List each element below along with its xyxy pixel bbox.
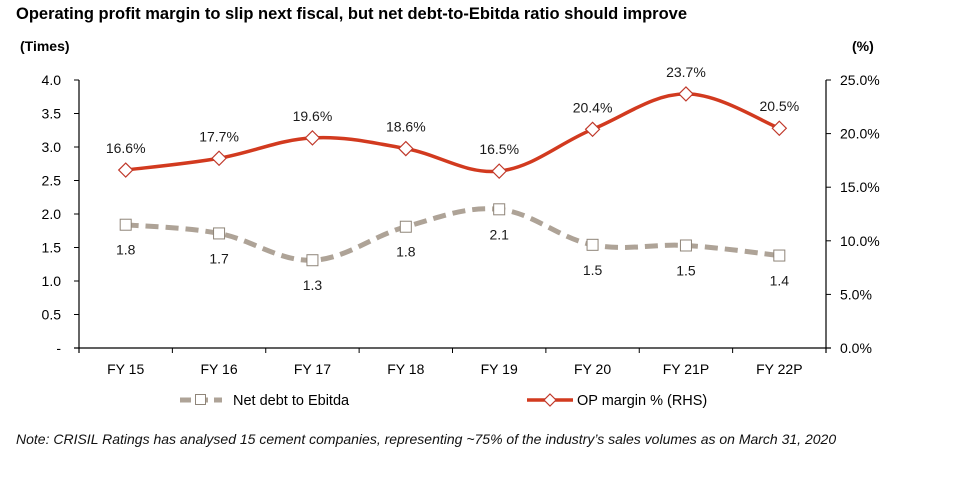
series-op-margin [117, 86, 788, 179]
diamond-marker [678, 86, 694, 102]
x-tick-label: FY 22P [756, 361, 802, 377]
data-label: 17.7% [199, 128, 239, 144]
data-label: 1.7 [209, 250, 229, 266]
x-tick-label: FY 17 [294, 361, 331, 377]
y-tick-label: 4.0 [42, 72, 62, 88]
line-chart: - 0.5 1.0 1.5 2.0 2.5 3.0 3.5 4.0 0.0% 5.0% 10.0% 15… [42, 64, 880, 409]
data-label: 1.8 [396, 244, 416, 260]
square-marker-icon [195, 394, 206, 405]
y2-tick-label: 20.0% [840, 126, 880, 142]
y-tick-label: 3.5 [42, 106, 62, 122]
data-label: 16.5% [479, 141, 519, 157]
x-tick-label: FY 15 [107, 361, 144, 377]
diamond-marker [491, 163, 508, 179]
data-labels: 1.8 1.7 1.3 1.8 2.1 1.5 1.5 1.4 16.6% 17.7% 19.6% 1… [106, 64, 799, 293]
legend-item-net-debt: Net debt to Ebitda [180, 393, 350, 409]
data-label: 19.6% [293, 108, 333, 124]
diamond-marker [304, 130, 321, 146]
series-layer [117, 86, 788, 267]
y-tick-label: - [56, 340, 61, 356]
legend-label-net-debt: Net debt to Ebitda [233, 393, 350, 409]
axes: - 0.5 1.0 1.5 2.0 2.5 3.0 3.5 4.0 0.0% 5.0% 10.0% 15… [42, 72, 880, 377]
y2-tick-label: 0.0% [840, 340, 872, 356]
data-label: 2.1 [489, 226, 509, 242]
y-tick-label: 1.5 [42, 240, 62, 256]
square-marker [399, 220, 412, 233]
data-label: 20.4% [573, 99, 613, 115]
square-marker [586, 238, 599, 251]
diamond-marker [397, 140, 414, 157]
legend-label-op-margin: OP margin % (RHS) [577, 393, 707, 409]
y2-tick-label: 25.0% [840, 72, 880, 88]
y2-tick-label: 15.0% [840, 179, 880, 195]
net-debt-line [125, 206, 780, 263]
square-marker [213, 227, 226, 240]
y-tick-label: 2.0 [42, 206, 62, 222]
y-tick-label: 0.5 [42, 307, 62, 323]
data-label: 1.3 [303, 277, 323, 293]
square-marker [306, 254, 319, 267]
data-label: 1.5 [583, 262, 603, 278]
x-tick-label: FY 21P [663, 361, 709, 377]
series-net-debt-to-ebitda [119, 203, 786, 267]
legend: Net debt to Ebitda OP margin % (RHS) [180, 393, 707, 409]
y2-tick-label: 10.0% [840, 233, 880, 249]
square-marker [119, 218, 132, 231]
x-tick-label: FY 20 [574, 361, 611, 377]
diamond-marker [584, 121, 601, 138]
diamond-marker [117, 162, 134, 178]
diamond-marker [771, 120, 788, 137]
legend-item-op-margin: OP margin % (RHS) [527, 393, 707, 409]
right-axis-unit: (%) [852, 38, 874, 54]
data-label: 20.5% [759, 98, 799, 114]
square-marker [773, 249, 786, 262]
square-marker [679, 239, 692, 252]
x-tick-label: FY 19 [481, 361, 518, 377]
data-label: 1.4 [770, 273, 790, 289]
left-axis-unit: (Times) [20, 38, 70, 54]
x-tick-label: FY 16 [201, 361, 238, 377]
data-label: 1.8 [116, 242, 136, 258]
y-tick-label: 3.0 [42, 139, 62, 155]
y-tick-label: 2.5 [42, 173, 62, 189]
diamond-marker [211, 150, 227, 167]
data-label: 16.6% [106, 140, 146, 156]
footnote: Note: CRISIL Ratings has analysed 15 cem… [16, 431, 837, 447]
diamond-marker-icon [543, 393, 557, 407]
y-tick-label: 1.0 [42, 273, 62, 289]
data-label: 1.5 [676, 262, 696, 278]
square-marker [493, 203, 506, 216]
data-label: 23.7% [666, 64, 706, 80]
chart-title: Operating profit margin to slip next fis… [16, 5, 688, 23]
data-label: 18.6% [386, 119, 426, 135]
x-tick-label: FY 18 [387, 361, 424, 377]
y2-tick-label: 5.0% [840, 286, 872, 302]
